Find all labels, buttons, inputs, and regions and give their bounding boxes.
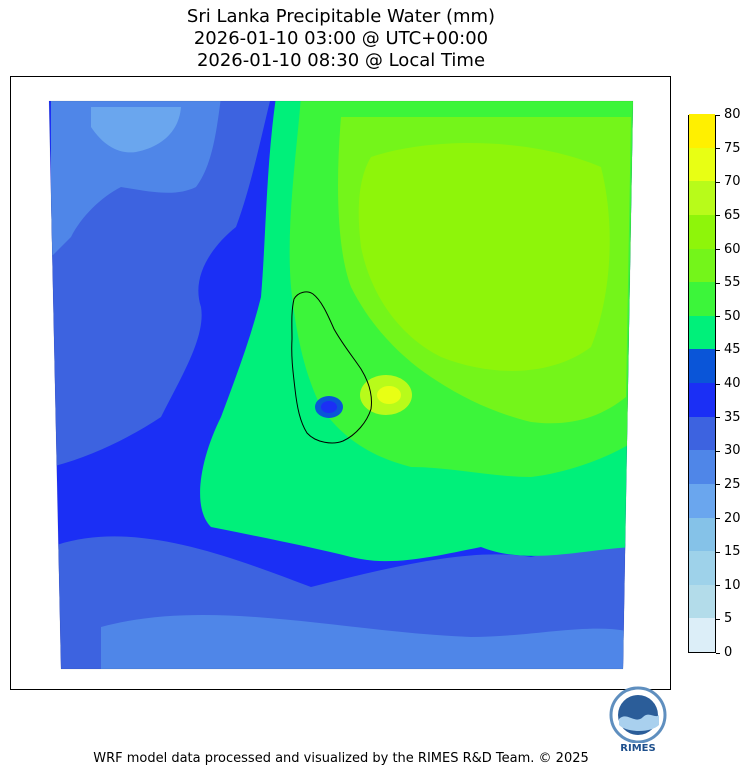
model-domain-outline	[48, 100, 634, 670]
field-60-65	[358, 143, 610, 371]
field-25-30-northwest	[51, 101, 221, 257]
colorbar-tick	[716, 316, 720, 318]
colorbar-segment	[689, 348, 715, 383]
field-35-40-spot	[321, 401, 337, 413]
map-frame: RIMES	[10, 76, 671, 754]
colorbar-segment	[689, 617, 715, 652]
colorbar-tick	[716, 215, 720, 217]
colorbar-segment	[689, 517, 715, 552]
colorbar-segment	[689, 584, 715, 619]
colorbar-tick	[716, 450, 720, 452]
colorbar-tick-label: 15	[724, 544, 741, 560]
colorbar-tick	[716, 383, 720, 385]
colorbar-tick-label: 50	[724, 308, 741, 324]
colorbar-tick	[716, 249, 720, 250]
colorbar-tick-label: 75	[724, 140, 741, 156]
colorbar-tick	[716, 652, 720, 654]
colorbar-tick-label: 30	[724, 443, 741, 459]
colorbar-tick-label: 45	[724, 342, 741, 358]
title-local-time: 2026-01-10 08:30 @ Local Time	[196, 50, 486, 71]
colorbar-tick-label: 0	[724, 645, 733, 660]
colorbar-tick-label: 70	[724, 174, 741, 190]
sri-lanka-coastline	[291, 291, 372, 444]
colorbar-segment	[689, 248, 715, 283]
colorbar-tick	[716, 551, 720, 553]
colorbar-segment	[689, 281, 715, 316]
colorbar-segment	[689, 449, 715, 484]
colorbar-segment	[689, 214, 715, 249]
colorbar-segment	[689, 113, 715, 148]
colorbar-tick-label: 35	[724, 409, 741, 425]
colorbar-tick-label: 55	[724, 275, 741, 291]
colorbar-tick-label: 25	[724, 476, 741, 492]
colorbar-tick-label: 80	[724, 107, 741, 122]
field-20-25-northwest	[91, 107, 181, 153]
colorbar-tick	[716, 114, 720, 116]
colorbar-tick	[716, 484, 720, 486]
rimes-emblem-icon	[609, 686, 667, 744]
colorbar-segment	[689, 416, 715, 451]
colorbar-segment	[689, 550, 715, 585]
credits-footer: WRF model data processed and visualized …	[93, 751, 589, 766]
colorbar-tick-label: 65	[724, 207, 741, 223]
colorbar-tick-label: 60	[724, 241, 741, 257]
colorbar-tick	[716, 585, 720, 587]
colorbar-tick-label: 10	[724, 577, 741, 593]
field-25-30-south	[101, 614, 631, 669]
colorbar-tick	[716, 349, 720, 351]
colorbar-tick	[716, 148, 720, 150]
logo-wordmark: RIMES	[620, 743, 656, 754]
colorbar-tick	[716, 282, 720, 284]
colorbar-tick	[716, 618, 720, 620]
field-70-75	[377, 386, 401, 404]
colorbar-tick-label: 5	[724, 611, 733, 627]
map-title: Sri Lanka Precipitable Water (mm) 2026-0…	[0, 6, 682, 72]
precipitable-water-map	[48, 100, 634, 670]
colorbar	[688, 113, 716, 653]
title-variable: Sri Lanka Precipitable Water (mm)	[186, 6, 496, 27]
colorbar-tick-label: 20	[724, 510, 741, 526]
title-utc-time: 2026-01-10 03:00 @ UTC+00:00	[193, 28, 489, 49]
colorbar-tick	[716, 518, 720, 519]
colorbar-tick-label: 40	[724, 376, 741, 391]
colorbar-segment	[689, 483, 715, 518]
rimes-logo: RIMES	[605, 685, 671, 757]
colorbar-tick	[716, 181, 720, 183]
colorbar-segment	[689, 315, 715, 350]
colorbar-segment	[689, 147, 715, 182]
colorbar-tick	[716, 417, 720, 419]
colorbar-segment	[689, 382, 715, 417]
colorbar-segment	[689, 180, 715, 215]
